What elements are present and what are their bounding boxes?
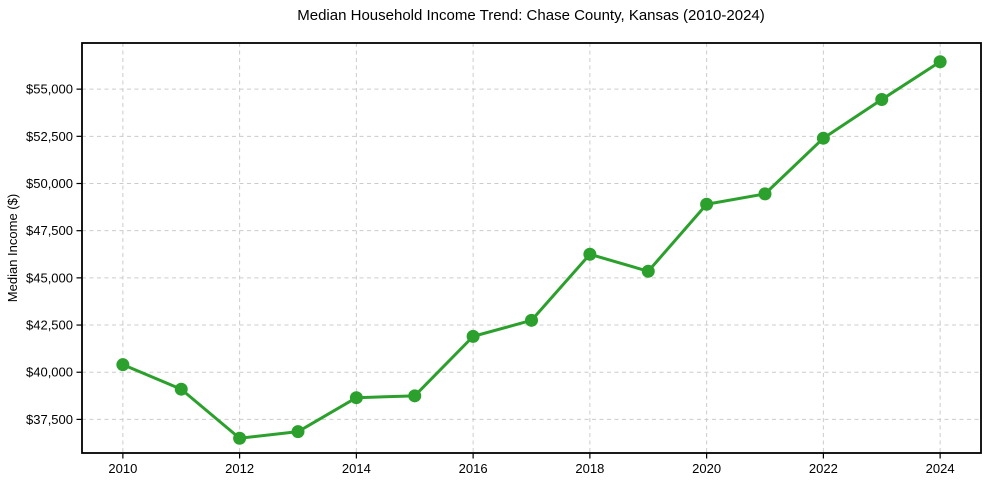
y-tick-label: $47,500 <box>26 223 73 238</box>
data-point-2015 <box>408 389 422 403</box>
x-tick-label: 2010 <box>108 461 137 476</box>
data-point-2013 <box>291 425 305 439</box>
gridlines <box>82 43 981 453</box>
x-tick-label: 2012 <box>225 461 254 476</box>
x-tick-label: 2016 <box>459 461 488 476</box>
y-tick-label: $55,000 <box>26 82 73 97</box>
x-tick-label: 2022 <box>809 461 838 476</box>
x-tick-label: 2014 <box>342 461 371 476</box>
chart-title: Median Household Income Trend: Chase Cou… <box>297 7 765 24</box>
y-axis-label: Median Income ($) <box>5 194 20 302</box>
data-series <box>116 55 947 445</box>
x-tick-label: 2024 <box>926 461 955 476</box>
axes: $37,500 $40,000 $42,500 $45,000 $47,500 $50,0… <box>26 82 955 476</box>
y-tick-label: $45,000 <box>26 270 73 285</box>
data-point-2019 <box>641 264 655 278</box>
data-point-2021 <box>758 187 772 201</box>
data-point-2016 <box>466 329 480 343</box>
data-point-2023 <box>875 93 889 107</box>
data-point-2024 <box>933 55 947 69</box>
plot-border <box>81 42 982 454</box>
data-point-2022 <box>816 131 830 145</box>
y-tick-label: $40,000 <box>26 365 73 380</box>
data-point-2014 <box>349 391 363 405</box>
y-tick-label: $42,500 <box>26 318 73 333</box>
x-tick-label: 2020 <box>692 461 721 476</box>
data-point-2010 <box>116 358 130 372</box>
data-point-2020 <box>700 197 714 211</box>
data-point-2012 <box>233 431 247 445</box>
y-tick-label: $50,000 <box>26 176 73 191</box>
trend-line <box>121 60 942 440</box>
y-tick-label: $52,500 <box>26 129 73 144</box>
data-point-2017 <box>525 313 538 327</box>
x-tick-label: 2018 <box>575 461 604 476</box>
data-point-2018 <box>583 247 597 261</box>
data-point-2011 <box>174 382 188 396</box>
y-tick-label: $37,500 <box>26 412 73 427</box>
